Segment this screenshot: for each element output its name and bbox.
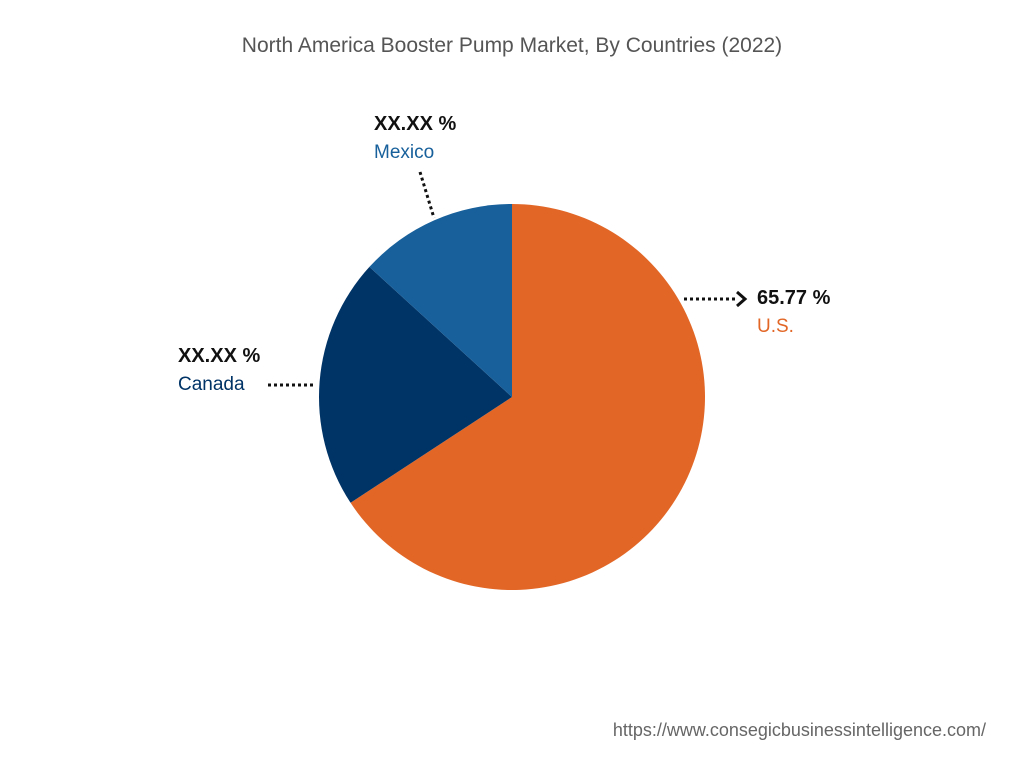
- leader-line-mexico: [418, 171, 436, 219]
- slice-label-canada: XX.XX % Canada: [178, 345, 260, 396]
- slice-name-canada: Canada: [178, 374, 245, 395]
- pie-slice-us: [350, 203, 706, 590]
- slice-value-canada: XX.XX %: [178, 345, 261, 367]
- slice-name-us: U.S.: [757, 316, 794, 337]
- pie-slice-canada: [319, 266, 512, 503]
- pie-slice-mexico: [369, 204, 512, 397]
- slice-value-us: 65.77 %: [757, 287, 831, 309]
- leader-arrow-us: [736, 290, 748, 308]
- slice-label-us: 65.77 % U.S.: [757, 287, 830, 338]
- source-url[interactable]: https://www.consegicbusinessintelligence…: [612, 720, 986, 740]
- slice-value-mexico: XX.XX %: [374, 113, 457, 135]
- slice-name-mexico: Mexico: [374, 142, 435, 163]
- chart-title: North America Booster Pump Market, By Co…: [241, 34, 783, 57]
- slice-label-mexico: XX.XX % Mexico: [374, 113, 456, 164]
